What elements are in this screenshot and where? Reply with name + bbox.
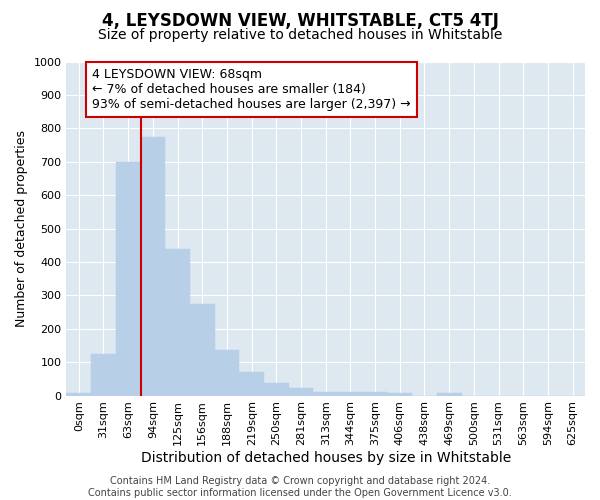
Bar (338, 392, 363, 396)
Bar (289, 388, 313, 396)
Bar (165, 248, 190, 396)
Bar (239, 372, 264, 396)
Text: Size of property relative to detached houses in Whitstable: Size of property relative to detached ho… (98, 28, 502, 42)
Bar (264, 383, 289, 396)
Bar (215, 350, 239, 396)
Bar (363, 392, 388, 396)
Bar (91, 354, 116, 396)
Text: 4 LEYSDOWN VIEW: 68sqm
← 7% of detached houses are smaller (184)
93% of semi-det: 4 LEYSDOWN VIEW: 68sqm ← 7% of detached … (92, 68, 411, 111)
Bar (116, 162, 140, 396)
X-axis label: Distribution of detached houses by size in Whitstable: Distribution of detached houses by size … (140, 451, 511, 465)
Bar (313, 392, 338, 396)
Bar (437, 393, 461, 396)
Bar (388, 393, 412, 396)
Bar (67, 393, 91, 396)
Y-axis label: Number of detached properties: Number of detached properties (15, 130, 28, 327)
Bar (190, 304, 215, 396)
Bar (140, 136, 165, 396)
Text: 4, LEYSDOWN VIEW, WHITSTABLE, CT5 4TJ: 4, LEYSDOWN VIEW, WHITSTABLE, CT5 4TJ (101, 12, 499, 30)
Text: Contains HM Land Registry data © Crown copyright and database right 2024.
Contai: Contains HM Land Registry data © Crown c… (88, 476, 512, 498)
